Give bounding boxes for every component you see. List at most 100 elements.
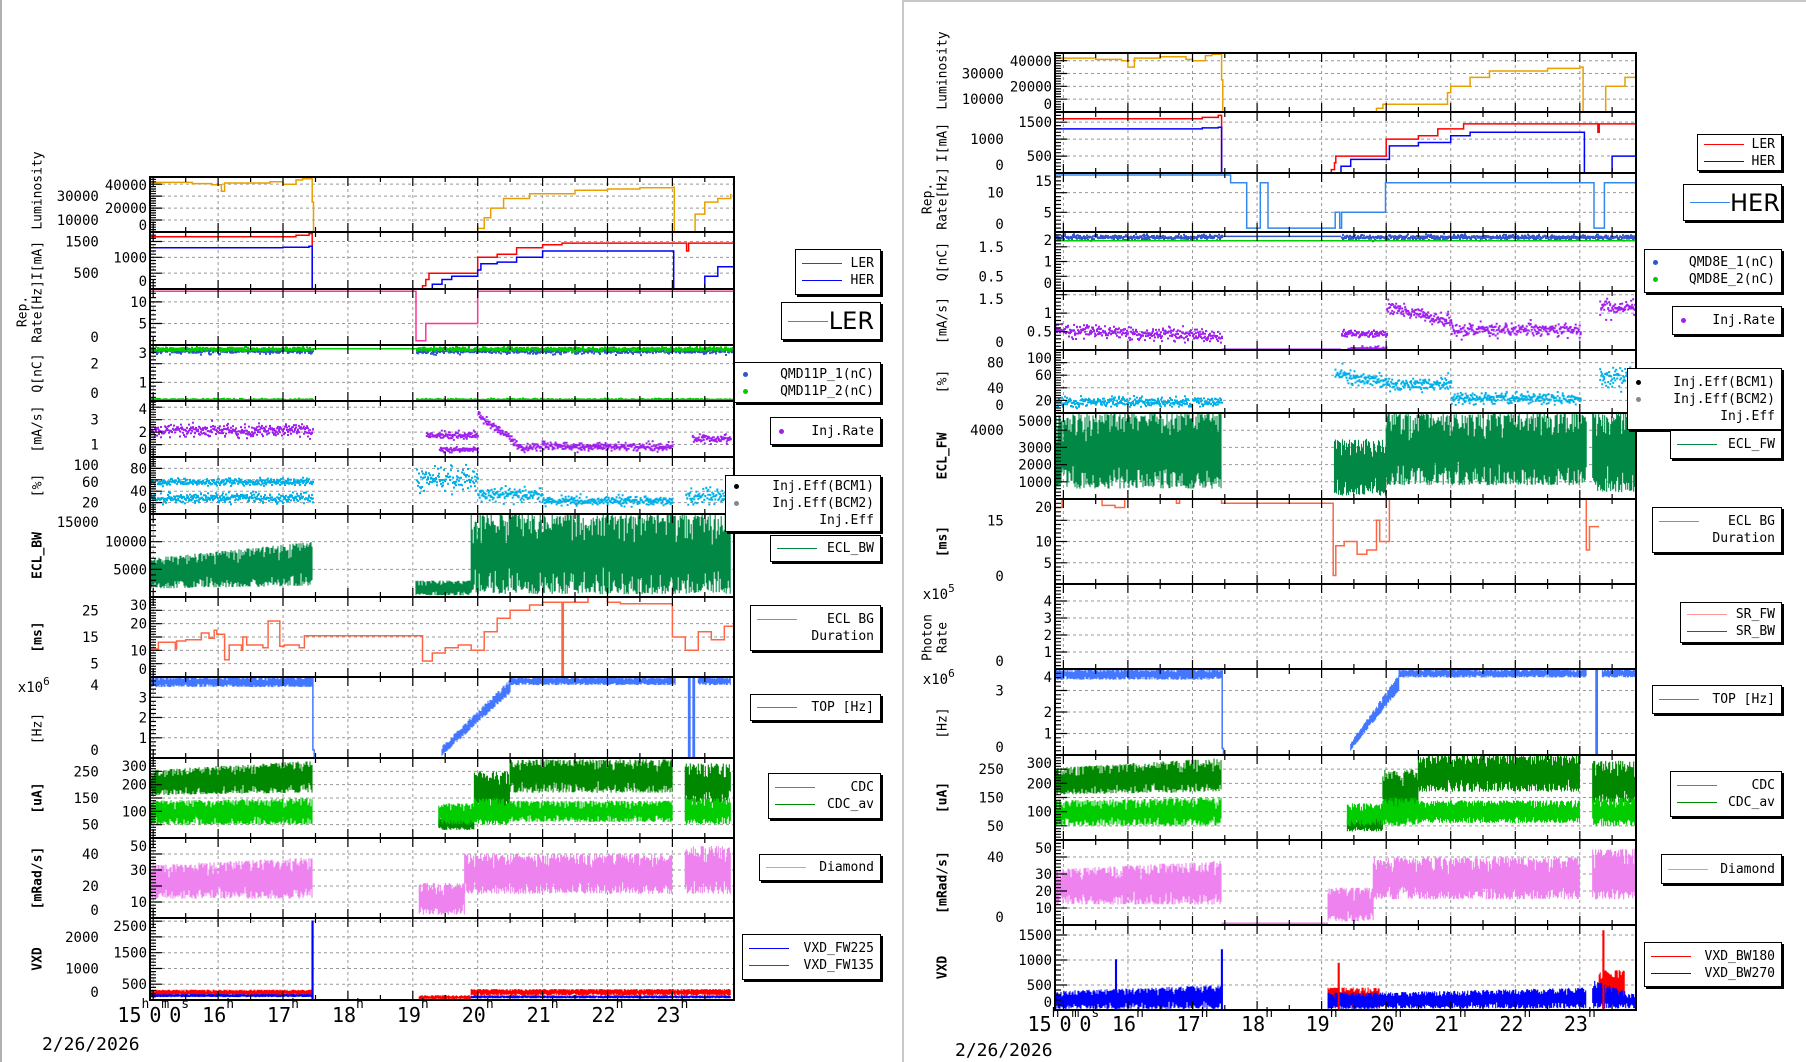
series-points — [1386, 372, 1453, 394]
y-tick-label: 0 — [90, 743, 98, 759]
y-tick-label: 3 — [139, 690, 147, 706]
y-tick-label: 0 — [90, 386, 98, 402]
axis-multiplier: x106 — [923, 667, 955, 688]
series-points — [438, 445, 479, 454]
y-tick-label: 1500 — [1018, 115, 1052, 131]
panel: [ms] 30 25 20 15 10 5 0 — [31, 596, 735, 678]
y-tick-label: 0 — [90, 903, 98, 919]
axis-ticks — [1055, 924, 1613, 1011]
y-tick-label: 500 — [74, 266, 99, 282]
legend-entry: Diamond — [1668, 861, 1775, 878]
y-tick-label: 1000 — [1018, 953, 1052, 969]
y-tick-label: 300 — [1027, 756, 1052, 772]
y-tick-label: 50 — [1035, 841, 1052, 857]
legend: ECL_BW — [770, 535, 881, 562]
series-line — [150, 232, 734, 289]
legend-entry: LER — [788, 306, 874, 336]
series-points — [1347, 345, 1388, 350]
series-points — [150, 476, 314, 488]
marker-line-icon — [1677, 802, 1717, 803]
y-tick-label: 50 — [82, 818, 99, 834]
legend-entry: HER — [1704, 153, 1775, 170]
series-band — [464, 854, 673, 894]
series-band — [473, 771, 510, 812]
y-tick-label: 2 — [139, 425, 147, 441]
y-tick-label: 50 — [130, 839, 147, 855]
y-tick-label: 250 — [979, 762, 1004, 778]
marker-line-icon — [1677, 444, 1717, 445]
y-axis-label: [mA/s] — [31, 406, 46, 453]
legend-label: CDC — [1751, 778, 1775, 793]
y-tick-label: 3 — [1044, 611, 1052, 627]
y-tick-label: 2 — [1044, 233, 1052, 249]
legend-entry: CDC_av — [1677, 794, 1775, 811]
legend-label: Duration — [811, 629, 874, 644]
legend-entry: QMD8E_1(nC) — [1651, 254, 1775, 271]
series-band — [418, 995, 471, 1000]
legend-label: ECL BG — [827, 612, 874, 627]
y-tick-label: 25 — [82, 603, 99, 619]
x-tick-label: 23h — [1563, 1006, 1596, 1036]
marker-dot-icon — [743, 371, 748, 377]
y-tick-label: 15000 — [57, 515, 99, 531]
legend-label: CDC — [850, 780, 874, 795]
series-band — [1601, 669, 1636, 678]
y-tick-label: 2 — [1044, 628, 1052, 644]
y-tick-label: 10 — [130, 295, 147, 311]
legend-label: VXD_FW135 — [803, 958, 874, 973]
series-line — [1055, 499, 1600, 577]
legend: ECL_FW — [1670, 430, 1782, 459]
series-points — [477, 485, 544, 506]
y-tick-label: 10 — [987, 186, 1004, 202]
y-axis-label: [Hz] — [31, 713, 46, 744]
y-tick-label: 60 — [82, 475, 99, 491]
legend-label: LER — [828, 307, 874, 335]
marker-line-icon — [1687, 613, 1727, 615]
series-line — [1337, 930, 1605, 1010]
legend-label: HER — [850, 273, 874, 288]
y-tick-label: 0 — [995, 910, 1003, 926]
series-band — [1382, 769, 1419, 812]
series-band — [150, 542, 313, 589]
y-axis-label: [%] — [936, 370, 951, 393]
x-tick-label: 21h — [1434, 1006, 1467, 1036]
axis-ticks — [150, 288, 706, 346]
axis-ticks — [1055, 839, 1613, 926]
marker-dot-icon — [1636, 396, 1641, 402]
y-tick-label: 5 — [90, 657, 98, 673]
y-tick-label: 10 — [1035, 901, 1052, 917]
axis-ticks — [150, 344, 706, 402]
marker-dot-icon — [1636, 379, 1641, 385]
series-points — [416, 463, 479, 496]
y-axis-label: ECL_BW — [31, 532, 46, 579]
y-tick-label: 500 — [122, 977, 147, 993]
panel: Luminosity 40000 30000 20000 10000 0 — [936, 31, 1637, 113]
legend-entry: Inj.Rate — [777, 423, 874, 440]
y-tick-label: 1000 — [970, 132, 1004, 148]
legend-label: QMD11P_1(nC) — [780, 366, 874, 382]
legend-entry: Duration — [757, 628, 874, 645]
y-axis-label: [mA/s] — [936, 297, 951, 344]
y-axis-label: Rate[Hz] — [936, 167, 951, 230]
panel-frame — [1054, 924, 1637, 1011]
axis-ticks — [1055, 412, 1613, 500]
legend-label: QMD11P_2(nC) — [780, 383, 874, 399]
y-tick-label: 1000 — [1018, 475, 1052, 491]
date-label: 2/26/2026 — [42, 1034, 140, 1055]
series-band — [470, 514, 731, 595]
y-tick-label: 1500 — [65, 235, 99, 251]
y-tick-label: 20 — [82, 496, 99, 512]
marker-line-icon — [775, 787, 815, 788]
y-axis-label: Rate[Hz] — [31, 280, 46, 343]
axis-ticks — [1055, 754, 1613, 841]
y-tick-label: 3 — [995, 684, 1003, 700]
y-tick-label: 0.5 — [979, 269, 1004, 285]
legend: VXD_BW180 VXD_BW270 — [1644, 942, 1782, 987]
legend-label: Inj.Eff — [1720, 408, 1775, 424]
series-band — [1327, 887, 1374, 922]
series-band — [1333, 438, 1387, 496]
axis-ticks — [1055, 111, 1613, 174]
series-points — [516, 440, 674, 454]
legend: CDC CDC_av — [1670, 771, 1782, 817]
axis-ticks — [150, 456, 706, 515]
